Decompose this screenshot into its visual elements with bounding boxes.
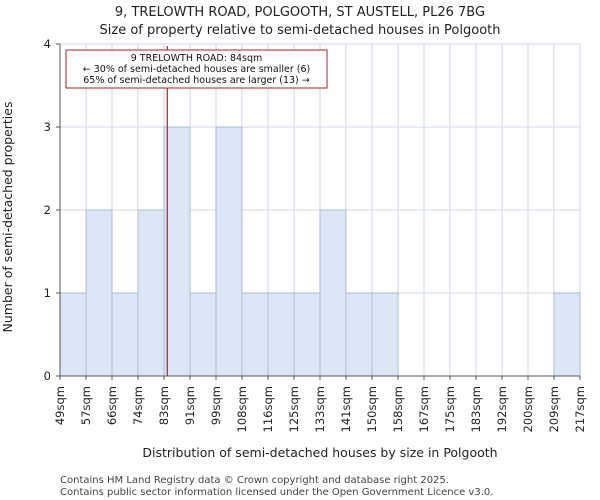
histogram-bar	[163, 126, 191, 377]
x-axis-label: Distribution of semi-detached houses by …	[142, 445, 497, 460]
y-tick-label: 0	[44, 369, 51, 383]
x-tick-label: 125sqm	[287, 386, 301, 432]
histogram-bar	[189, 292, 217, 377]
histogram-bar	[345, 292, 373, 377]
x-tick-label: 91sqm	[183, 386, 197, 425]
histogram-bar	[85, 209, 113, 377]
annotation-line-2: ← 30% of semi-detached houses are smalle…	[83, 64, 311, 75]
histogram-bar	[293, 292, 321, 377]
chart-title: 9, TRELOWTH ROAD, POLGOOTH, ST AUSTELL, …	[115, 5, 485, 20]
x-tick-label: 133sqm	[313, 386, 327, 432]
x-ticks: 49sqm 57sqm 66sqm 74sqm 83sqm 91sqm 99sqm 108sq…	[53, 376, 587, 432]
annotation-box	[65, 49, 328, 89]
footer-line-2: Contains public sector information licen…	[60, 487, 493, 498]
x-tick-label: 217sqm	[573, 386, 587, 432]
x-tick-label: 57sqm	[79, 386, 93, 425]
y-ticks: 0 1 2 3 4	[44, 37, 60, 383]
histogram-bar	[215, 126, 243, 377]
x-tick-label: 74sqm	[131, 386, 145, 425]
x-tick-label: 167sqm	[417, 386, 431, 432]
x-tick-label: 49sqm	[53, 386, 67, 425]
histogram-bar	[267, 292, 295, 377]
y-tick-label: 4	[44, 37, 51, 51]
annotation-line-3: 65% of semi-detached houses are larger (…	[83, 75, 310, 86]
y-tick-label: 3	[44, 120, 51, 134]
y-tick-label: 2	[44, 203, 51, 217]
x-tick-label: 192sqm	[495, 386, 509, 432]
y-axis-label: Number of semi-detached properties	[0, 102, 15, 333]
x-tick-label: 175sqm	[443, 386, 457, 432]
x-tick-label: 150sqm	[365, 386, 379, 432]
x-tick-label: 116sqm	[261, 386, 275, 432]
histogram-bar	[137, 209, 165, 377]
x-tick-label: 99sqm	[209, 386, 223, 425]
x-tick-label: 158sqm	[391, 386, 405, 432]
x-tick-label: 209sqm	[547, 386, 561, 432]
bars	[59, 126, 581, 377]
histogram-bar	[111, 292, 139, 377]
histogram-bar	[553, 292, 581, 377]
footer-line-1: Contains HM Land Registry data © Crown c…	[60, 475, 449, 486]
x-tick-label: 66sqm	[105, 386, 119, 425]
x-tick-label: 141sqm	[339, 386, 353, 432]
histogram-bar	[59, 292, 87, 377]
histogram-bar	[319, 209, 347, 377]
histogram-bar	[371, 292, 399, 377]
histogram-bar	[241, 292, 269, 377]
chart-subtitle: Size of property relative to semi-detach…	[100, 23, 501, 38]
x-tick-label: 83sqm	[157, 386, 171, 425]
x-tick-label: 200sqm	[521, 386, 535, 432]
x-tick-label: 183sqm	[469, 386, 483, 432]
y-tick-label: 1	[44, 286, 51, 300]
annotation-line-1: 9 TRELOWTH ROAD: 84sqm	[131, 53, 263, 64]
x-tick-label: 108sqm	[235, 386, 249, 432]
